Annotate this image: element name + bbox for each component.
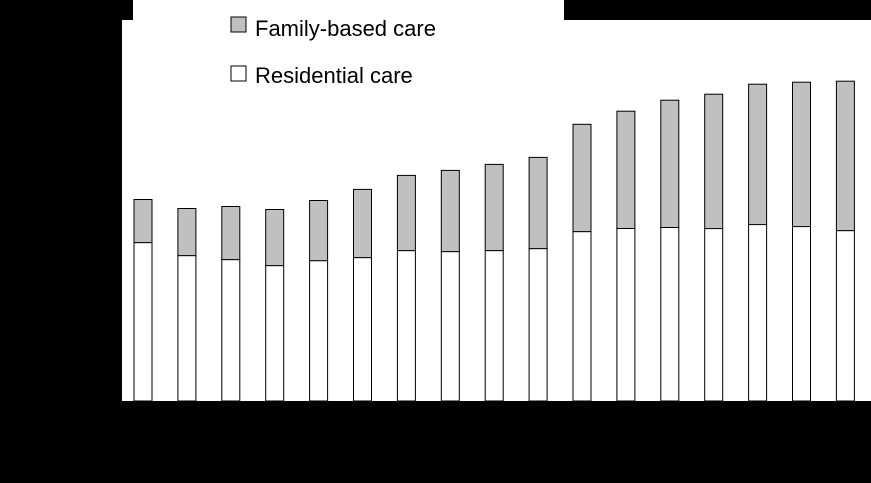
bar-residential-care-5 (309, 260, 329, 402)
bar-family-based-care-16 (792, 81, 811, 228)
bar-residential-care-6 (353, 257, 372, 402)
bar-family-based-care-4 (265, 209, 285, 267)
legend-label-residential-care: Residential care (255, 63, 413, 88)
bar-family-based-care-9 (484, 163, 504, 252)
bar-family-based-care-7 (396, 174, 416, 252)
bar-family-based-care-2 (177, 208, 197, 257)
bar-family-based-care-3 (221, 206, 241, 261)
bar-family-based-care-1 (133, 199, 153, 244)
bar-residential-care-9 (484, 250, 504, 402)
bar-family-based-care-8 (440, 169, 460, 253)
bar-family-based-care-10 (528, 156, 548, 250)
bar-family-based-care-6 (353, 188, 372, 259)
bar-residential-care-1 (133, 242, 153, 402)
legend: Family-based care Residential care (230, 16, 436, 88)
bar-residential-care-3 (221, 259, 241, 402)
legend-swatch-family-based-care (230, 16, 247, 33)
bar-residential-care-4 (265, 265, 285, 402)
bar-family-based-care-17 (835, 80, 855, 232)
legend-label-family-based-care: Family-based care (255, 16, 436, 41)
bars-layer (133, 80, 855, 402)
legend-swatch-residential-care (230, 65, 247, 82)
bar-residential-care-15 (748, 224, 768, 402)
bar-family-based-care-5 (309, 200, 329, 262)
bar-family-based-care-12 (616, 110, 636, 229)
bar-residential-care-17 (835, 230, 855, 402)
bar-family-based-care-15 (748, 83, 768, 226)
bar-family-based-care-11 (572, 123, 592, 233)
bar-residential-care-14 (704, 228, 724, 402)
bar-family-based-care-14 (704, 93, 724, 230)
bar-residential-care-7 (396, 250, 416, 402)
bar-residential-care-16 (792, 226, 811, 402)
legend-item-residential-care: Residential care (230, 63, 413, 88)
bar-residential-care-11 (572, 231, 592, 402)
legend-item-family-based-care: Family-based care (230, 16, 436, 41)
bar-residential-care-12 (616, 228, 636, 402)
bar-family-based-care-13 (660, 99, 680, 228)
bar-residential-care-10 (528, 248, 548, 402)
bar-residential-care-13 (660, 227, 680, 402)
bar-residential-care-8 (440, 251, 460, 402)
legend-box (133, 0, 564, 100)
bar-residential-care-2 (177, 255, 197, 402)
